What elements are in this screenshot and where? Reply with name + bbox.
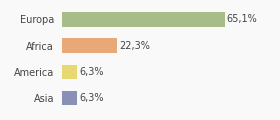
Bar (62, 12, 225, 27)
Bar (62, 65, 77, 79)
Text: 65,1%: 65,1% (227, 14, 257, 24)
Text: 6,3%: 6,3% (79, 93, 104, 103)
Text: 6,3%: 6,3% (79, 67, 104, 77)
Text: 22,3%: 22,3% (120, 41, 150, 51)
Bar (62, 91, 77, 105)
Bar (62, 38, 117, 53)
